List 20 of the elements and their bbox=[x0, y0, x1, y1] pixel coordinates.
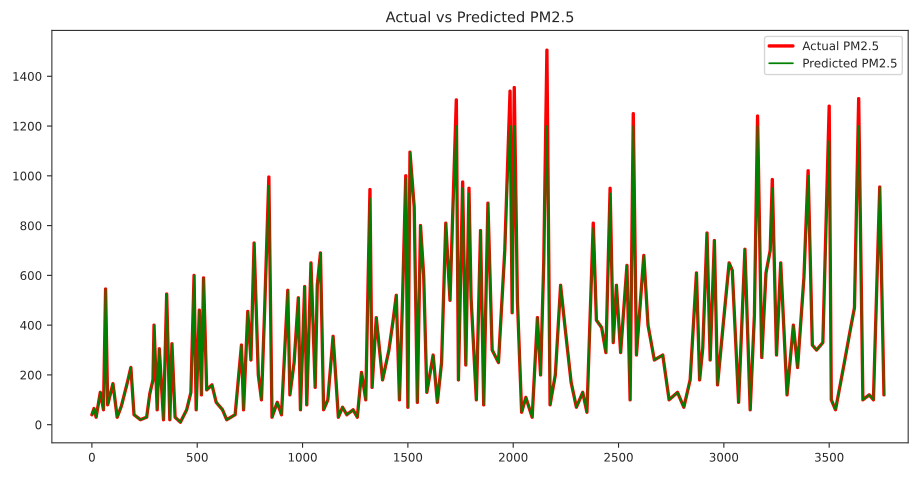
y-tick-label: 1400 bbox=[13, 72, 42, 81]
y-tick-label: 800 bbox=[20, 221, 42, 230]
y-tick-label: 1200 bbox=[13, 122, 42, 131]
x-tick-label: 1000 bbox=[288, 452, 317, 462]
y-tick-label: 600 bbox=[20, 271, 42, 280]
x-tick-label: 0 bbox=[88, 452, 95, 462]
x-tick-label: 2500 bbox=[604, 452, 633, 462]
y-tick-label: 0 bbox=[35, 420, 42, 430]
x-tick-label: 3500 bbox=[815, 452, 844, 462]
x-tick-label: 1500 bbox=[394, 452, 422, 462]
y-tick-label: 200 bbox=[20, 370, 42, 380]
legend-label: Predicted PM2.5 bbox=[803, 58, 897, 68]
x-tick-label: 3000 bbox=[710, 452, 738, 462]
y-tick-label: 1000 bbox=[13, 172, 42, 180]
legend-label: Actual PM2.5 bbox=[802, 41, 878, 50]
line-series bbox=[90, 125, 885, 424]
chart-title: Actual vs Predicted PM2.5 bbox=[386, 11, 574, 22]
x-tick-label: 500 bbox=[186, 452, 208, 462]
y-tick-label: 400 bbox=[20, 320, 42, 330]
x-tick-label: 2000 bbox=[499, 452, 528, 462]
